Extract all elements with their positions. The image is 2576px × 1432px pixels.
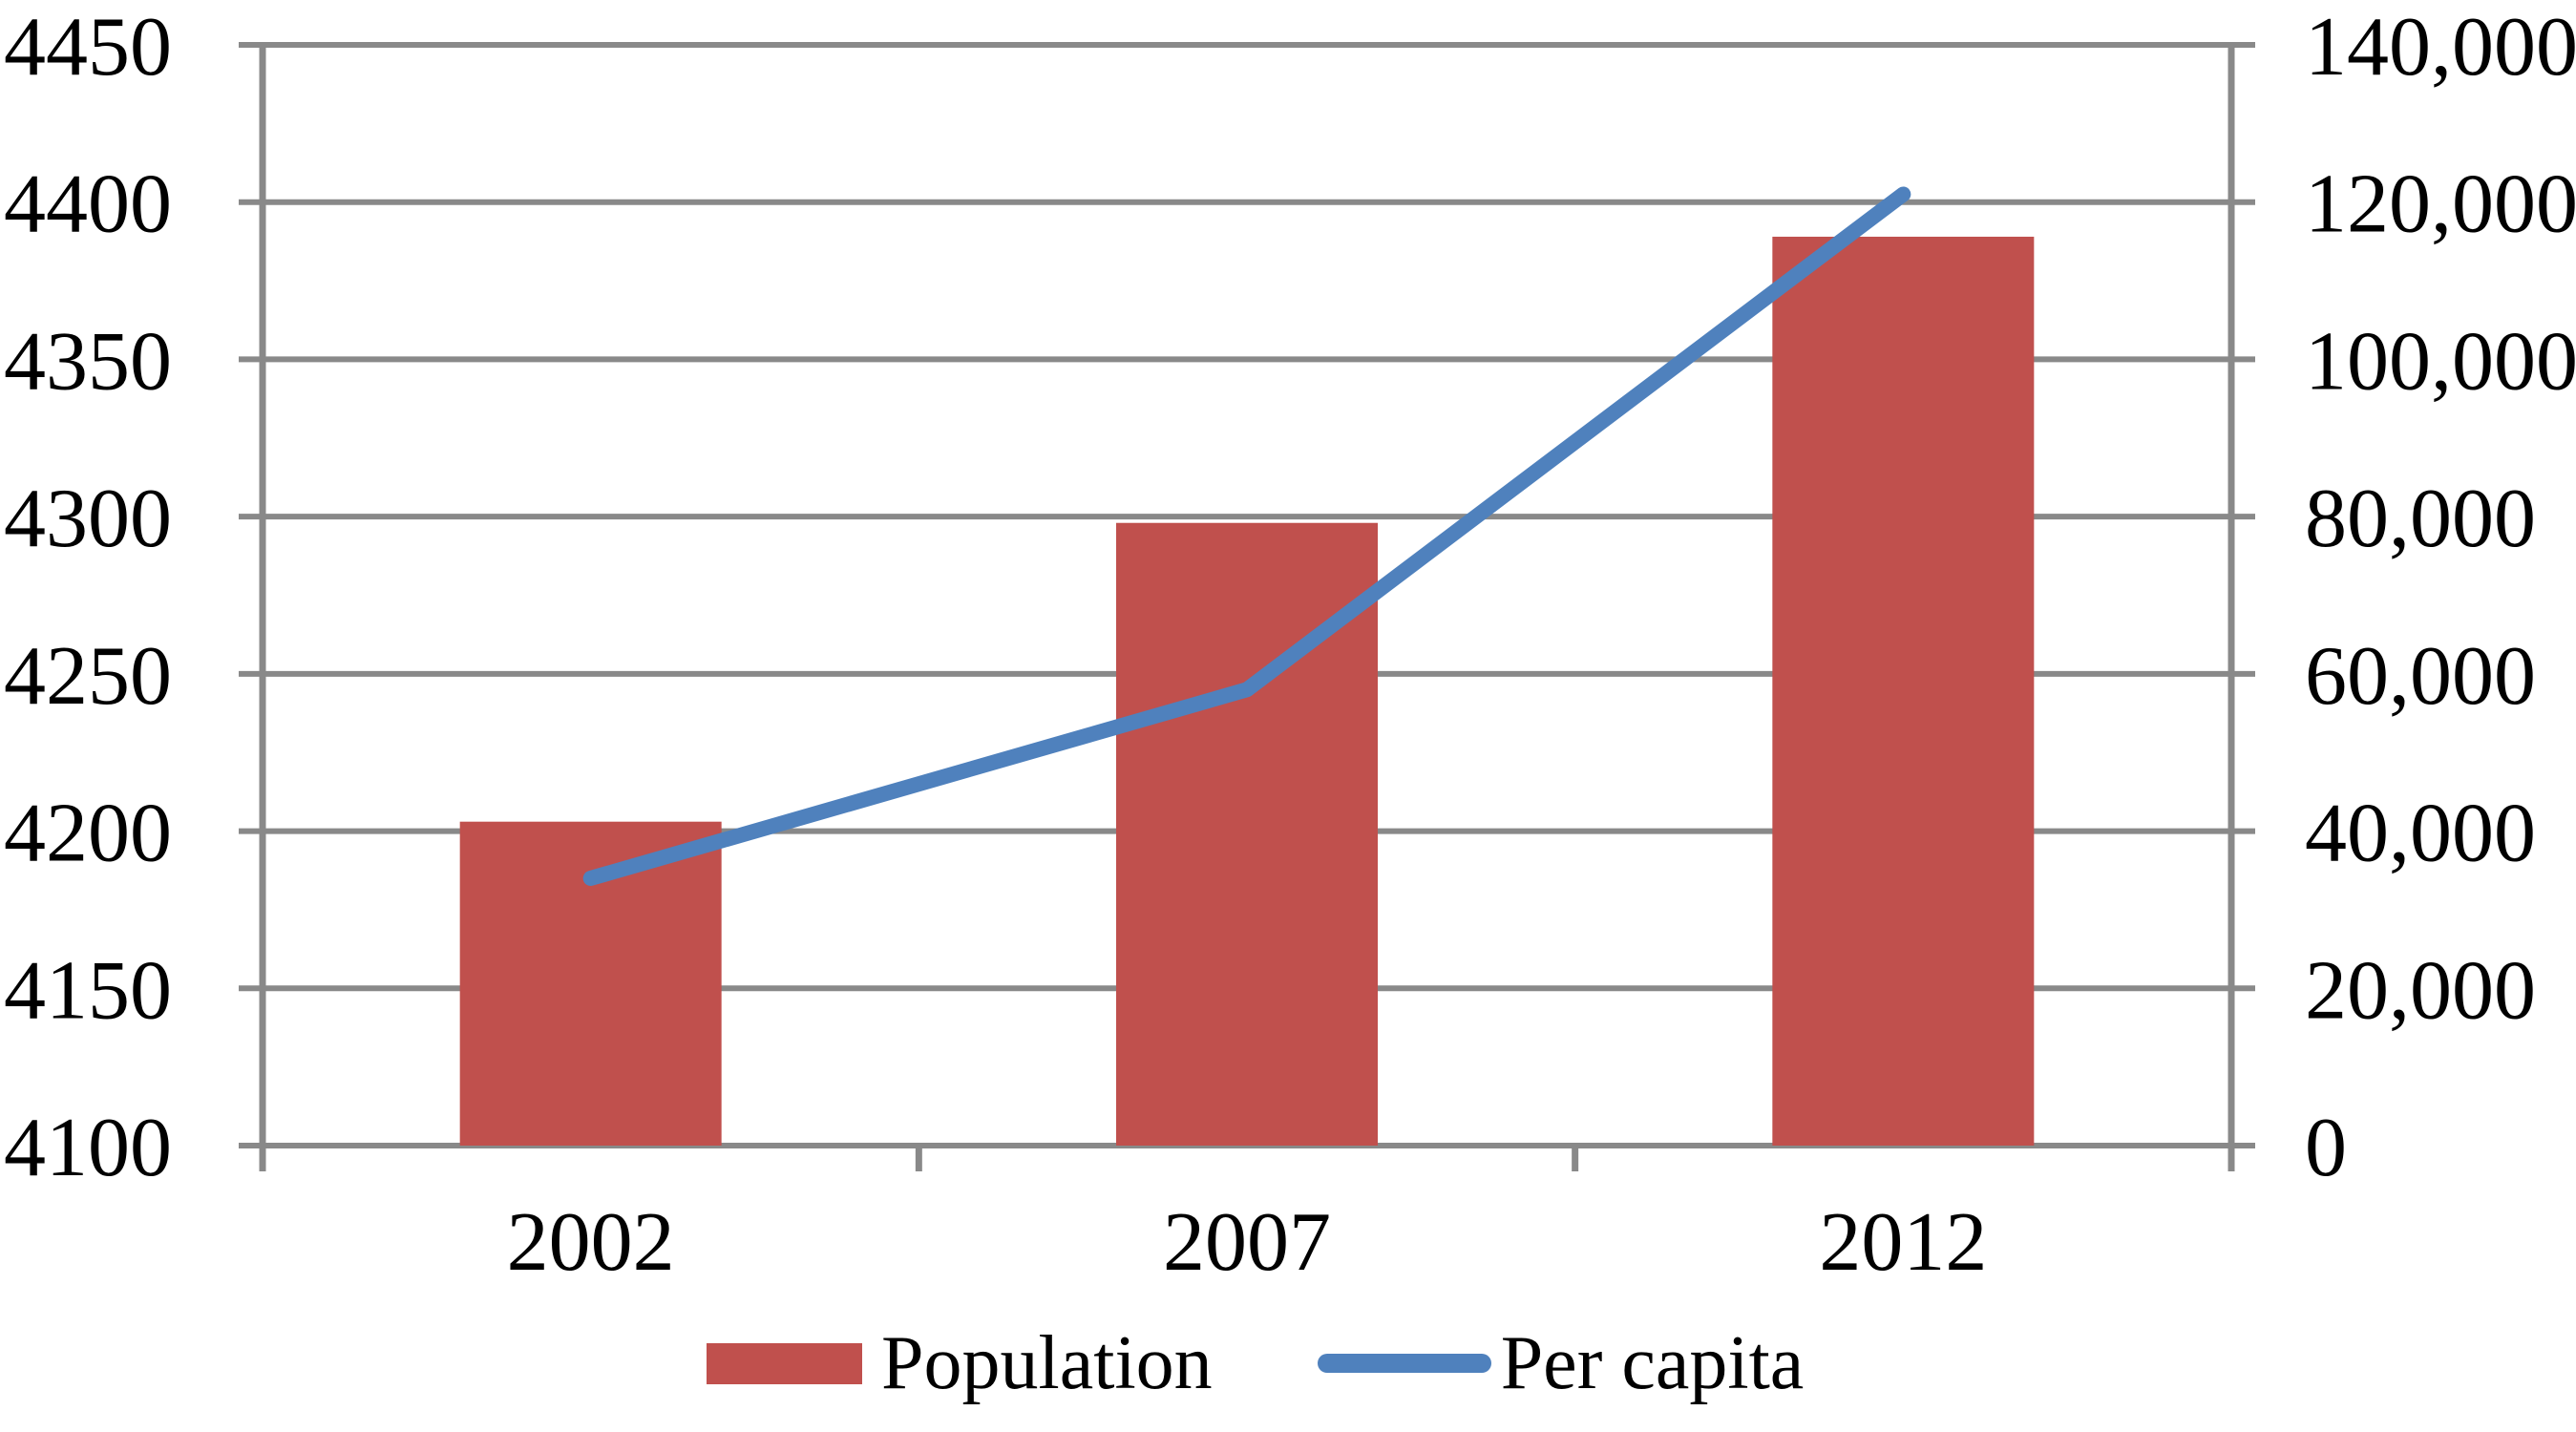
- left-tick-label: 4250: [4, 630, 172, 723]
- left-tick-label: 4300: [4, 473, 172, 565]
- x-label-2012: 2012: [1819, 1196, 1987, 1289]
- left-tick-label: 4350: [4, 315, 172, 408]
- legend-label-population: Population: [881, 1321, 1213, 1405]
- right-tick-label: 0: [2305, 1102, 2347, 1194]
- left-tick-label: 4150: [4, 944, 172, 1037]
- bar-2012: [1772, 236, 2035, 1147]
- right-tick-label: 140,000: [2305, 1, 2576, 94]
- left-tick-label: 4200: [4, 788, 172, 880]
- left-tick-label: 4100: [4, 1102, 172, 1194]
- left-tick-label: 4450: [4, 1, 172, 94]
- legend-label-per-capita: Per capita: [1500, 1321, 1805, 1405]
- left-tick-label: 4400: [4, 158, 172, 251]
- bar-2002: [459, 821, 722, 1146]
- right-tick-label: 20,000: [2305, 944, 2536, 1037]
- right-tick-label: 60,000: [2305, 630, 2536, 723]
- right-tick-label: 80,000: [2305, 473, 2536, 565]
- right-tick-label: 100,000: [2305, 315, 2576, 408]
- per-capita-line: [582, 186, 1911, 886]
- x-label-2002: 2002: [507, 1196, 675, 1289]
- x-label-2007: 2007: [1163, 1196, 1331, 1289]
- population-bar-swatch-icon: [707, 1342, 862, 1384]
- legend: Population Per capita: [707, 1325, 1804, 1401]
- right-tick-label: 120,000: [2305, 158, 2576, 251]
- per-capita-line-swatch-icon: [1317, 1354, 1491, 1373]
- right-tick-label: 40,000: [2305, 788, 2536, 880]
